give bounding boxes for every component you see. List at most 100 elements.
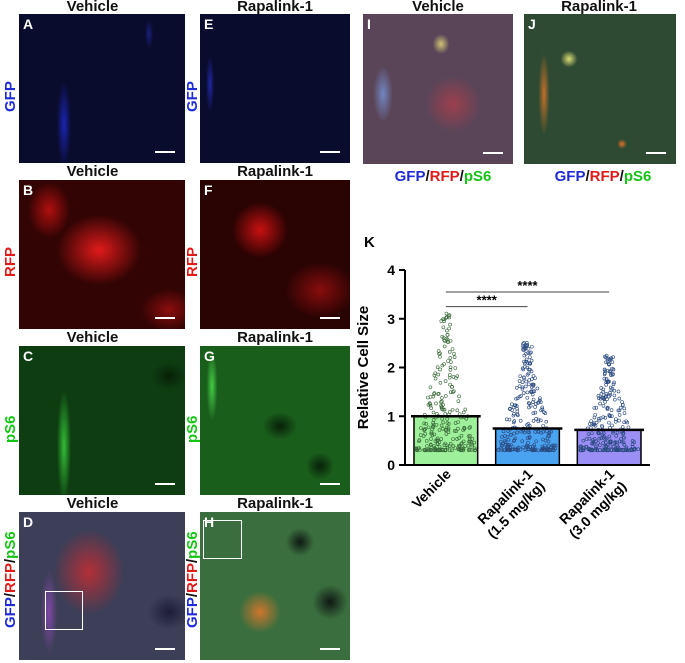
data-point — [511, 413, 516, 418]
row-label-ps6-right: pS6 — [184, 415, 201, 443]
data-point — [598, 443, 602, 448]
data-point — [424, 439, 429, 443]
data-point — [600, 433, 605, 437]
data-point — [454, 376, 458, 380]
scale-bar — [483, 152, 503, 154]
data-point — [470, 437, 475, 441]
data-point — [598, 401, 602, 406]
data-point — [613, 447, 618, 452]
data-point — [544, 419, 549, 424]
data-point — [446, 430, 451, 435]
data-point — [601, 404, 606, 408]
data-point — [539, 408, 543, 413]
panel-letter-B: B — [23, 182, 34, 198]
data-point — [613, 419, 618, 424]
panel-letter-F: F — [204, 182, 213, 198]
data-point — [507, 417, 512, 422]
data-point — [457, 436, 461, 440]
cell-size-chart: 0 1 2 3 4 Relative Cell Size Vehicle Rapalink-1… — [355, 262, 650, 542]
data-point — [438, 367, 442, 372]
data-point — [451, 437, 455, 441]
data-point — [448, 367, 453, 372]
panel-C-title: Vehicle — [66, 329, 119, 346]
data-point — [439, 437, 444, 441]
data-point — [443, 394, 448, 398]
scale-bar — [155, 151, 175, 153]
data-point — [472, 448, 477, 453]
data-point — [608, 444, 613, 448]
data-point — [519, 429, 523, 434]
data-point — [520, 439, 525, 443]
panel-letter-A: A — [23, 16, 34, 32]
data-point — [457, 394, 461, 399]
data-point — [428, 385, 433, 390]
data-point — [503, 438, 507, 443]
data-point — [534, 402, 538, 406]
data-point — [426, 425, 431, 430]
data-point — [538, 398, 542, 403]
data-point — [440, 334, 445, 339]
scatter-series-2 — [578, 353, 641, 453]
data-point — [512, 412, 516, 416]
data-point — [429, 448, 433, 453]
data-point — [611, 430, 615, 435]
data-point — [431, 394, 436, 399]
data-point — [515, 409, 520, 414]
data-point — [525, 365, 529, 370]
panel-G-title: Rapalink-1 — [237, 329, 313, 346]
data-point — [437, 352, 441, 356]
data-point — [443, 448, 448, 452]
data-point — [432, 373, 437, 378]
data-point — [516, 448, 520, 453]
data-point — [630, 439, 635, 443]
x-tick-label-1: Rapalink-1(1.5 mg/kg) — [472, 466, 548, 542]
data-point — [440, 426, 445, 431]
data-point — [452, 355, 457, 360]
data-point — [534, 439, 538, 444]
data-point — [608, 369, 613, 374]
panel-F-title: Rapalink-1 — [237, 163, 313, 180]
data-point — [599, 436, 604, 441]
data-point — [531, 383, 535, 387]
data-point — [520, 387, 525, 391]
data-point — [630, 448, 634, 452]
data-point — [612, 441, 617, 445]
panel-I-title: Vehicle — [412, 0, 464, 15]
data-point — [440, 363, 445, 368]
data-point — [525, 436, 530, 440]
data-point — [459, 433, 464, 438]
data-point — [503, 434, 507, 438]
data-point — [446, 313, 451, 318]
data-point — [529, 358, 534, 363]
data-point — [453, 366, 458, 370]
data-point — [522, 375, 526, 380]
scale-bar — [320, 317, 340, 319]
data-point — [472, 440, 477, 445]
data-point — [586, 447, 591, 452]
data-point — [521, 342, 525, 346]
data-point — [536, 429, 541, 434]
data-point — [445, 337, 450, 342]
data-point — [590, 441, 595, 446]
data-point — [600, 425, 605, 429]
data-point — [512, 438, 517, 442]
data-point — [594, 420, 599, 425]
data-point — [429, 430, 434, 435]
data-point — [448, 356, 453, 360]
data-point — [438, 354, 442, 359]
data-point — [441, 402, 445, 407]
micrograph-J-zoom-rapalink: J — [524, 14, 676, 164]
data-point — [450, 407, 455, 412]
data-point — [527, 361, 532, 365]
data-point — [436, 349, 441, 353]
micrograph-B-rfp: B — [19, 180, 185, 329]
row-label-ps6-left: pS6 — [2, 415, 19, 443]
panel-letter-H: H — [204, 514, 215, 530]
data-point — [524, 379, 528, 384]
data-point — [622, 406, 627, 411]
data-point — [605, 359, 610, 364]
data-point — [425, 444, 429, 448]
significance-label: **** — [477, 293, 498, 308]
data-point — [527, 447, 531, 452]
data-point — [443, 412, 448, 416]
